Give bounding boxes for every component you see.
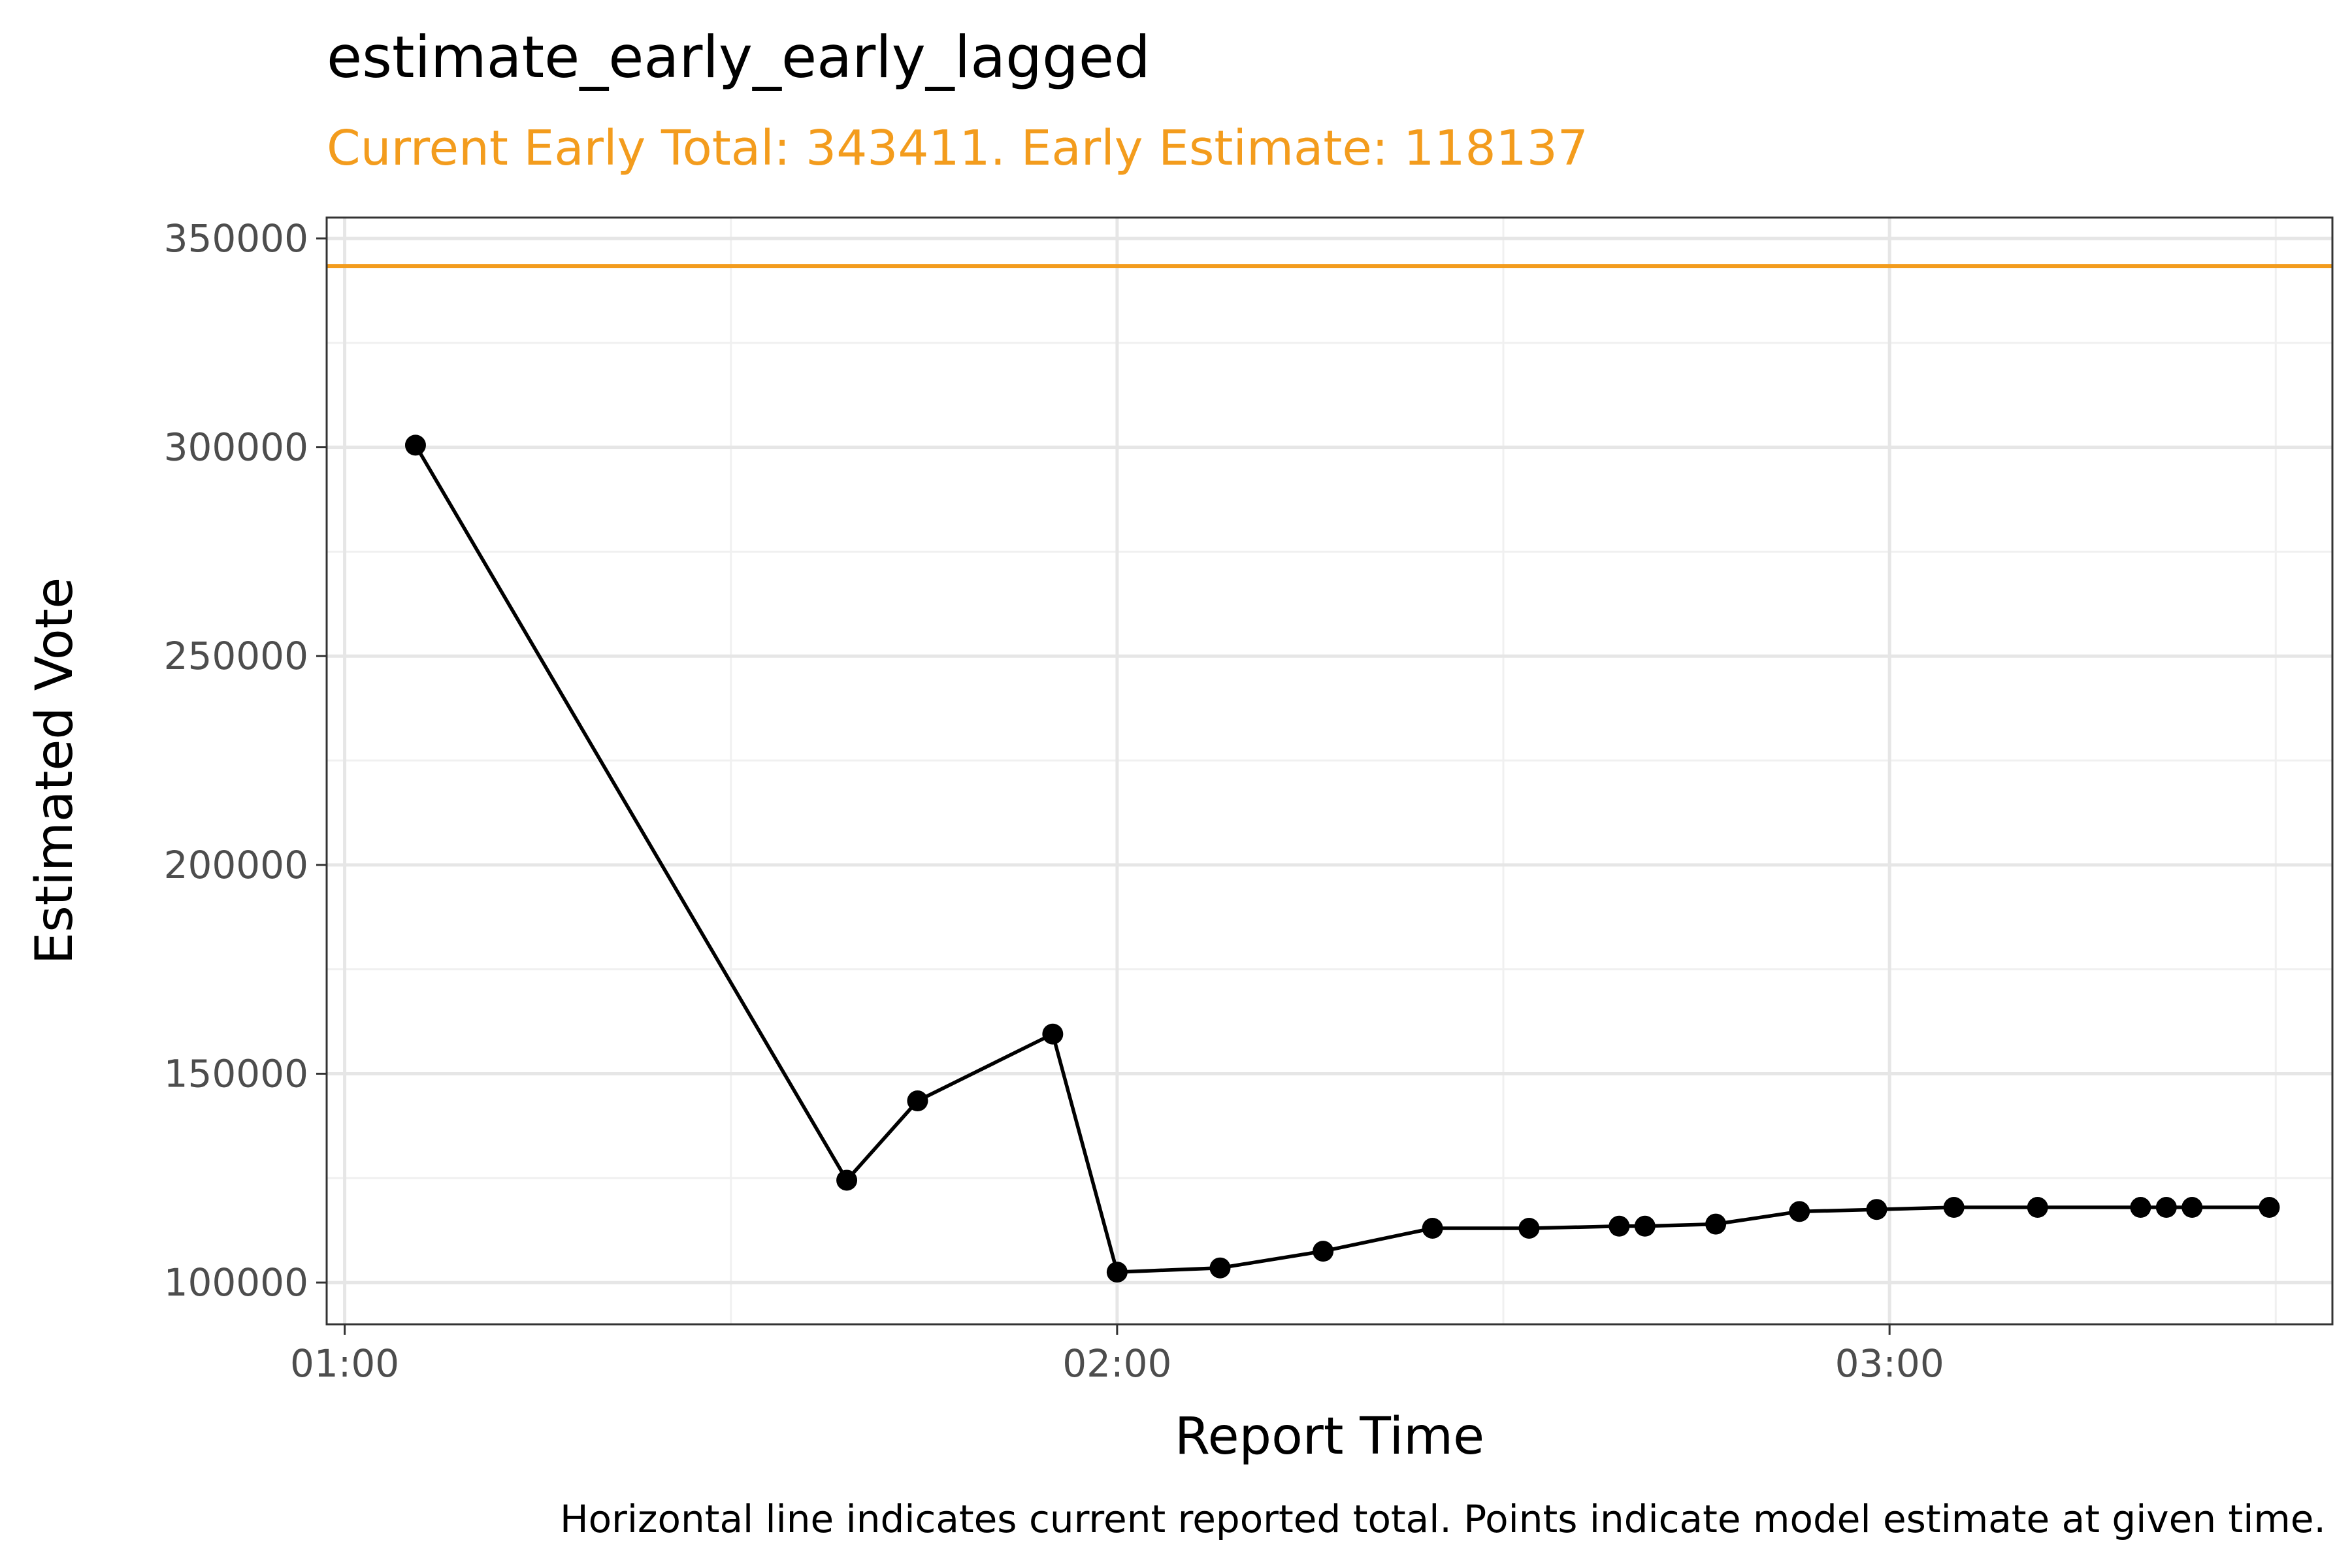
major-gridlines [327,218,2332,1324]
estimate-series-line [414,444,2270,1274]
estimate-point [1313,1241,1334,1262]
estimate-point [836,1169,858,1191]
estimate-point [1866,1199,1887,1220]
y-tick-label: 200000 [164,843,308,887]
y-tick-label: 300000 [164,425,308,470]
estimate-point [1209,1257,1231,1279]
chart-subtitle: Current Early Total: 343411. Early Estim… [327,120,1588,176]
minor-gridlines [327,218,2332,1324]
estimate-point [2155,1197,2177,1218]
y-tick-label: 150000 [164,1051,308,1096]
y-axis-title: Estimated Vote [25,578,84,964]
y-tick-label: 250000 [164,634,308,678]
estimate-point [1518,1217,1540,1239]
estimate-point [1042,1023,1064,1045]
y-tick-label: 100000 [164,1260,308,1305]
series-layer [404,434,2280,1283]
y-axis-ticks: 100000 150000 200000 250000 300000 350000 [164,216,327,1305]
estimate-point [2259,1197,2280,1218]
estimate-point [404,434,426,456]
x-tick-label: 01:00 [290,1341,399,1386]
chart-caption: Horizontal line indicates current report… [560,1497,2326,1541]
estimate-point [1705,1213,1727,1235]
x-tick-label: 02:00 [1062,1341,1171,1386]
plot-panel-border [325,216,2334,1326]
estimate-point [1789,1201,1810,1222]
estimate-point [1422,1217,1443,1239]
x-axis-title: Report Time [1175,1407,1484,1466]
estimate-point [1609,1215,1630,1237]
estimate-point [907,1090,928,1112]
y-tick-label: 350000 [164,216,308,261]
estimate-point [1106,1262,1128,1283]
x-tick-label: 03:00 [1835,1341,1944,1386]
estimate-point [2130,1197,2151,1218]
chart-title: estimate_early_early_lagged [327,24,1151,91]
estimate-point [1634,1215,1656,1237]
estimate-point [2027,1197,2048,1218]
estimate-point [1943,1197,1965,1218]
x-axis-ticks: 01:00 02:00 03:00 [290,1324,1944,1386]
estimate-point [2181,1197,2203,1218]
